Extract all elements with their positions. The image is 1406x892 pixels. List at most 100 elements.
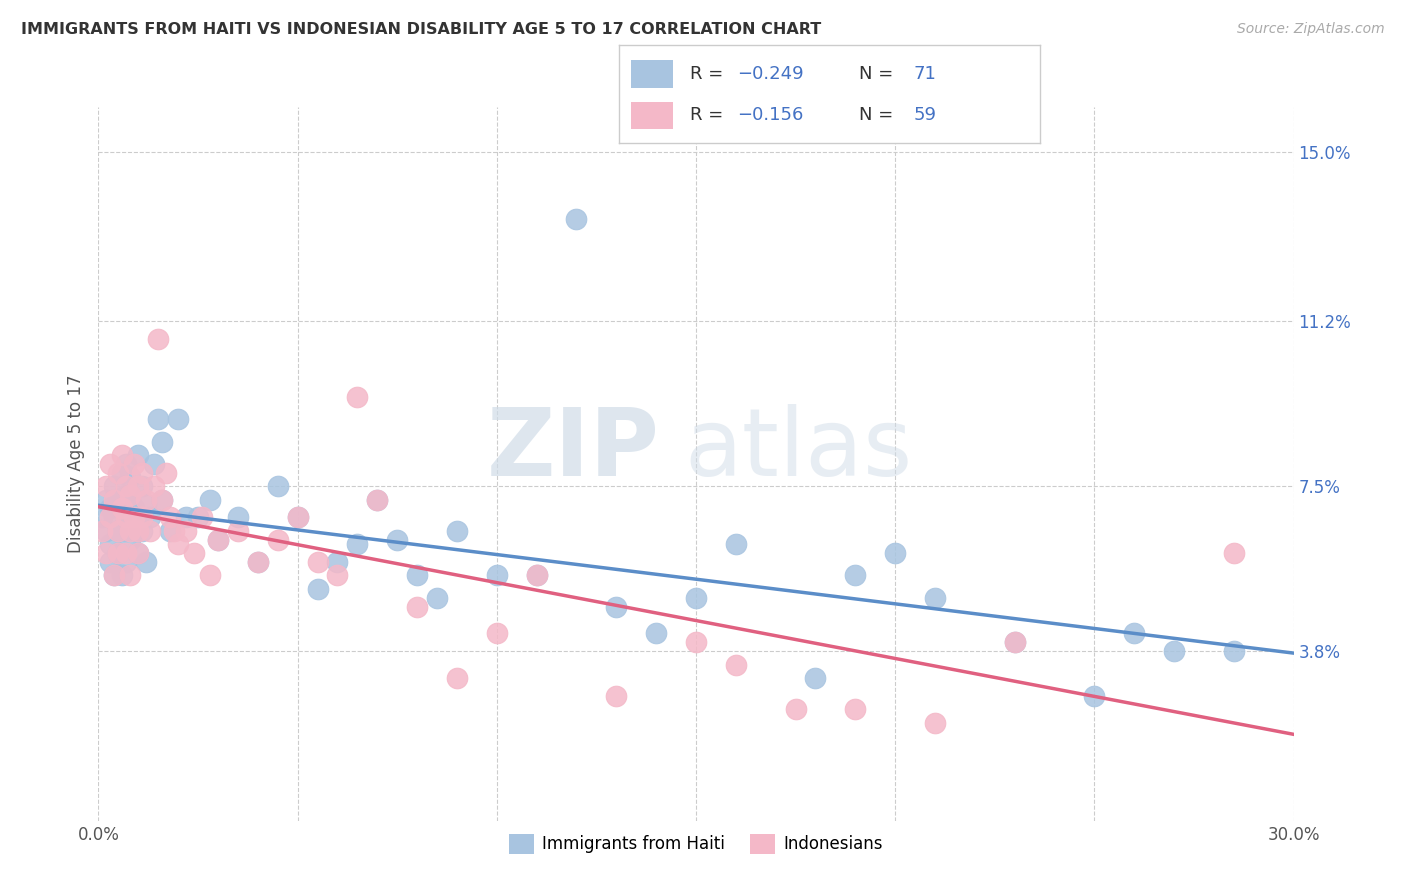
- Point: [326, 555, 349, 569]
- Point: [226, 524, 249, 538]
- Point: [785, 702, 807, 716]
- Point: [155, 466, 177, 480]
- Point: [115, 488, 138, 502]
- Text: N =: N =: [859, 106, 898, 124]
- Point: [96, 492, 118, 507]
- Point: [605, 599, 627, 614]
- Point: [148, 412, 170, 426]
- Point: [98, 457, 122, 471]
- Point: [96, 524, 118, 538]
- Point: [91, 510, 114, 524]
- Point: [103, 568, 125, 582]
- Point: [167, 412, 190, 426]
- Point: [98, 555, 122, 569]
- Point: [103, 479, 125, 493]
- Text: R =: R =: [690, 65, 730, 83]
- Point: [346, 390, 368, 404]
- Point: [127, 448, 149, 462]
- Point: [127, 546, 149, 560]
- Point: [191, 510, 214, 524]
- Point: [485, 568, 508, 582]
- Point: [139, 524, 162, 538]
- Point: [246, 555, 269, 569]
- Point: [385, 533, 409, 547]
- Point: [135, 497, 157, 511]
- Point: [267, 533, 290, 547]
- Point: [1163, 644, 1185, 658]
- Point: [150, 492, 173, 507]
- Point: [159, 510, 181, 524]
- Point: [120, 510, 142, 524]
- Point: [120, 470, 142, 484]
- Point: [565, 211, 588, 226]
- Point: [446, 671, 468, 685]
- Point: [226, 510, 249, 524]
- Point: [844, 702, 866, 716]
- Point: [143, 479, 166, 493]
- Point: [685, 635, 707, 649]
- Point: [103, 492, 125, 507]
- Point: [111, 568, 134, 582]
- Point: [107, 466, 129, 480]
- Point: [98, 537, 122, 551]
- Point: [107, 524, 129, 538]
- Point: [1004, 635, 1026, 649]
- Text: −0.249: −0.249: [737, 65, 803, 83]
- Point: [685, 591, 707, 605]
- Point: [135, 492, 157, 507]
- Text: R =: R =: [690, 106, 730, 124]
- Text: atlas: atlas: [685, 403, 912, 496]
- Point: [307, 555, 329, 569]
- Point: [127, 546, 149, 560]
- Point: [120, 488, 142, 502]
- Point: [287, 510, 309, 524]
- Point: [124, 501, 146, 516]
- Point: [124, 524, 146, 538]
- Point: [884, 546, 907, 560]
- Point: [127, 524, 149, 538]
- Point: [111, 448, 134, 462]
- Text: Source: ZipAtlas.com: Source: ZipAtlas.com: [1237, 22, 1385, 37]
- Point: [645, 626, 668, 640]
- Point: [198, 568, 221, 582]
- Point: [103, 510, 125, 524]
- Point: [120, 568, 142, 582]
- Point: [804, 671, 827, 685]
- Point: [844, 568, 866, 582]
- Point: [605, 689, 627, 703]
- Point: [131, 466, 153, 480]
- Point: [446, 524, 468, 538]
- Point: [131, 479, 153, 493]
- Point: [163, 524, 186, 538]
- Point: [287, 510, 309, 524]
- Text: 71: 71: [914, 65, 936, 83]
- Point: [98, 501, 122, 516]
- Text: ZIP: ZIP: [488, 403, 661, 496]
- Point: [207, 533, 229, 547]
- Point: [96, 546, 118, 560]
- Point: [96, 479, 118, 493]
- Point: [198, 492, 221, 507]
- Point: [139, 510, 162, 524]
- Text: −0.156: −0.156: [737, 106, 803, 124]
- Point: [115, 555, 138, 569]
- Point: [246, 555, 269, 569]
- Point: [115, 524, 138, 538]
- Point: [366, 492, 388, 507]
- Point: [111, 501, 134, 516]
- Point: [426, 591, 449, 605]
- Point: [135, 555, 157, 569]
- Point: [406, 568, 429, 582]
- Point: [724, 537, 747, 551]
- Point: [187, 510, 209, 524]
- Point: [526, 568, 548, 582]
- Point: [724, 657, 747, 672]
- Point: [120, 533, 142, 547]
- Point: [107, 546, 129, 560]
- Point: [1223, 644, 1246, 658]
- Point: [485, 626, 508, 640]
- Point: [111, 501, 134, 516]
- Point: [91, 524, 114, 538]
- Point: [115, 510, 138, 524]
- Point: [103, 568, 125, 582]
